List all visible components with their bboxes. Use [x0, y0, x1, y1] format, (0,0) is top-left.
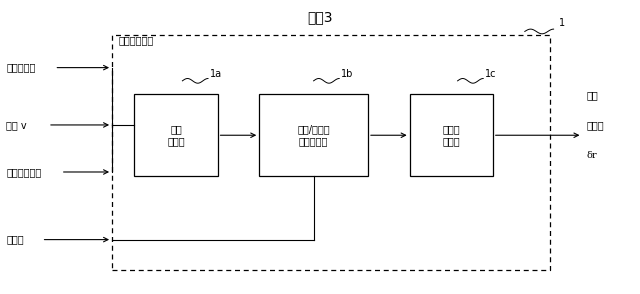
Text: 駐車
判定部: 駐車 判定部 — [167, 124, 185, 146]
Text: 1: 1 — [559, 18, 565, 28]
Text: 駐車枠: 駐車枠 — [6, 235, 24, 245]
Text: ゲイン
制御部: ゲイン 制御部 — [442, 124, 460, 146]
Bar — [259, 94, 368, 176]
Bar — [410, 94, 493, 176]
Text: シフトレバー: シフトレバー — [6, 167, 42, 177]
Text: 車速 v: 車速 v — [6, 120, 27, 130]
Text: 1b: 1b — [341, 69, 353, 79]
Bar — [112, 35, 550, 270]
Text: 図　3: 図 3 — [307, 10, 333, 24]
Text: 自車/駐車枠
関係判定部: 自車/駐車枠 関係判定部 — [298, 124, 330, 146]
Text: 後輪: 後輪 — [587, 91, 598, 101]
Text: δr: δr — [587, 151, 598, 160]
Text: 操舵制御装置: 操舵制御装置 — [118, 36, 154, 46]
Text: 1a: 1a — [210, 69, 222, 79]
Text: 操舵角: 操舵角 — [587, 120, 605, 130]
Text: 1c: 1c — [485, 69, 497, 79]
Text: 前輪操舵角: 前輪操舵角 — [6, 63, 36, 73]
Bar — [134, 94, 218, 176]
